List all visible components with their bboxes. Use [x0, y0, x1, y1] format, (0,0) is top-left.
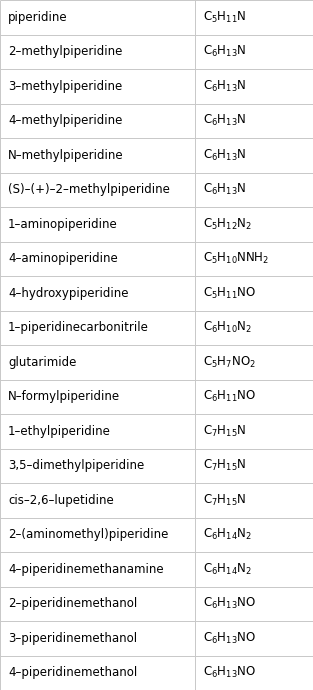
Text: (S)–(+)–2–methylpiperidine: (S)–(+)–2–methylpiperidine: [8, 184, 170, 196]
Text: C$_7$H$_{15}$N: C$_7$H$_{15}$N: [203, 458, 246, 473]
Text: 4–methylpiperidine: 4–methylpiperidine: [8, 115, 122, 127]
Text: 1–aminopiperidine: 1–aminopiperidine: [8, 218, 118, 230]
Text: 2–piperidinemethanol: 2–piperidinemethanol: [8, 598, 137, 610]
Text: C$_6$H$_{13}$N: C$_6$H$_{13}$N: [203, 113, 246, 128]
Text: 3,5–dimethylpiperidine: 3,5–dimethylpiperidine: [8, 460, 144, 472]
Text: C$_5$H$_{11}$NO: C$_5$H$_{11}$NO: [203, 286, 256, 301]
Text: 4–hydroxypiperidine: 4–hydroxypiperidine: [8, 287, 129, 299]
Text: 4–aminopiperidine: 4–aminopiperidine: [8, 253, 118, 265]
Text: C$_6$H$_{13}$N: C$_6$H$_{13}$N: [203, 79, 246, 94]
Text: C$_6$H$_{13}$N: C$_6$H$_{13}$N: [203, 44, 246, 59]
Text: C$_6$H$_{10}$N$_2$: C$_6$H$_{10}$N$_2$: [203, 320, 252, 335]
Text: 1–ethylpiperidine: 1–ethylpiperidine: [8, 425, 111, 437]
Text: C$_6$H$_{14}$N$_2$: C$_6$H$_{14}$N$_2$: [203, 527, 252, 542]
Text: C$_5$H$_{12}$N$_2$: C$_5$H$_{12}$N$_2$: [203, 217, 252, 232]
Text: C$_6$H$_{13}$NO: C$_6$H$_{13}$NO: [203, 631, 256, 646]
Text: C$_5$H$_{10}$NNH$_2$: C$_5$H$_{10}$NNH$_2$: [203, 251, 269, 266]
Text: C$_6$H$_{13}$N: C$_6$H$_{13}$N: [203, 182, 246, 197]
Text: C$_6$H$_{14}$N$_2$: C$_6$H$_{14}$N$_2$: [203, 562, 252, 577]
Text: C$_5$H$_{11}$N: C$_5$H$_{11}$N: [203, 10, 246, 25]
Text: C$_6$H$_{13}$NO: C$_6$H$_{13}$NO: [203, 665, 256, 680]
Text: C$_7$H$_{15}$N: C$_7$H$_{15}$N: [203, 493, 246, 508]
Text: piperidine: piperidine: [8, 11, 68, 23]
Text: N–formylpiperidine: N–formylpiperidine: [8, 391, 120, 403]
Text: cis–2,6–lupetidine: cis–2,6–lupetidine: [8, 494, 114, 506]
Text: 3–piperidinemethanol: 3–piperidinemethanol: [8, 632, 137, 644]
Text: N–methylpiperidine: N–methylpiperidine: [8, 149, 124, 161]
Text: C$_6$H$_{13}$N: C$_6$H$_{13}$N: [203, 148, 246, 163]
Text: C$_6$H$_{13}$NO: C$_6$H$_{13}$NO: [203, 596, 256, 611]
Text: 3–methylpiperidine: 3–methylpiperidine: [8, 80, 122, 92]
Text: 2–methylpiperidine: 2–methylpiperidine: [8, 46, 122, 58]
Text: 4–piperidinemethanol: 4–piperidinemethanol: [8, 667, 137, 679]
Text: 4–piperidinemethanamine: 4–piperidinemethanamine: [8, 563, 164, 575]
Text: C$_7$H$_{15}$N: C$_7$H$_{15}$N: [203, 424, 246, 439]
Text: 2–(aminomethyl)piperidine: 2–(aminomethyl)piperidine: [8, 529, 168, 541]
Text: 1–piperidinecarbonitrile: 1–piperidinecarbonitrile: [8, 322, 149, 334]
Text: C$_6$H$_{11}$NO: C$_6$H$_{11}$NO: [203, 389, 256, 404]
Text: glutarimide: glutarimide: [8, 356, 76, 368]
Text: C$_5$H$_7$NO$_2$: C$_5$H$_7$NO$_2$: [203, 355, 256, 370]
